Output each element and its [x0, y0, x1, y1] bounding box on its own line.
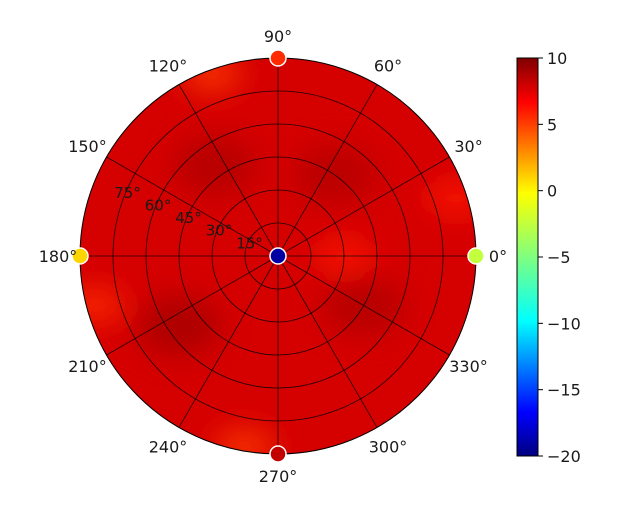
heat-region-light-0: [181, 58, 242, 93]
data-marker-4: [269, 247, 287, 265]
angular-gridline-60: [277, 84, 378, 257]
angular-gridline-300: [277, 255, 378, 428]
heat-region-dark-1: [172, 135, 257, 196]
theta-tick-label-270: 270°: [259, 467, 298, 486]
angular-gridline-330: [277, 255, 450, 356]
theta-tick-label-30: 30°: [454, 137, 482, 156]
colorbar-tick-label-1: 5: [547, 115, 557, 134]
colorbar-tick-label-4: −10: [547, 314, 581, 333]
colorbar-tick-label-2: 0: [547, 182, 557, 201]
angular-gridline-240: [178, 255, 279, 428]
angular-gridline-210: [106, 255, 279, 356]
heat-region-light-4: [425, 180, 476, 217]
colorbar-gradient: [517, 58, 538, 456]
angular-gridline-30: [277, 156, 450, 257]
colorbar-tick-label-5: −15: [547, 381, 581, 400]
heat-region-dark-0: [136, 295, 221, 356]
r-tick-label-15: 15°: [236, 234, 263, 252]
theta-tick-label-120: 120°: [149, 56, 188, 75]
data-marker-1: [71, 247, 89, 265]
angular-gridline-150: [106, 156, 279, 257]
angular-gridline-120: [178, 84, 279, 257]
polar-grid: [79, 57, 477, 455]
r-tick-label-60: 60°: [145, 196, 172, 214]
r-tick-label-75: 75°: [114, 184, 141, 202]
data-marker-2: [467, 247, 485, 265]
r-tick-label-30: 30°: [206, 222, 233, 240]
theta-tick-label-60: 60°: [374, 56, 402, 75]
theta-tick-label-210: 210°: [68, 357, 107, 376]
heat-region-light-1: [214, 428, 275, 454]
colorbar-tick-label-3: −5: [547, 248, 571, 267]
data-marker-3: [269, 445, 287, 463]
data-marker-0: [269, 49, 287, 67]
marker-layer: [71, 49, 485, 463]
colorbar-tick-label-6: −20: [547, 447, 581, 466]
theta-tick-label-90: 90°: [264, 27, 292, 46]
theta-tick-label-300: 300°: [369, 438, 408, 457]
theta-tick-label-240: 240°: [149, 438, 188, 457]
theta-tick-label-150: 150°: [68, 137, 107, 156]
theta-tick-label-0: 0°: [489, 247, 507, 266]
colorbar-tick-label-0: 10: [547, 49, 567, 68]
r-tick-label-45: 45°: [175, 209, 202, 227]
tick-labels: 0° 30° 60° 90° 120° 150° 180° 210° 240° 270° 300° 3…: [39, 27, 507, 486]
theta-tick-label-330: 330°: [449, 357, 488, 376]
colorbar: 10 5 0 −5 −10 −15 −20: [516, 49, 581, 466]
heat-region-light-2: [80, 286, 126, 323]
theta-tick-label-180: 180°: [39, 247, 78, 266]
